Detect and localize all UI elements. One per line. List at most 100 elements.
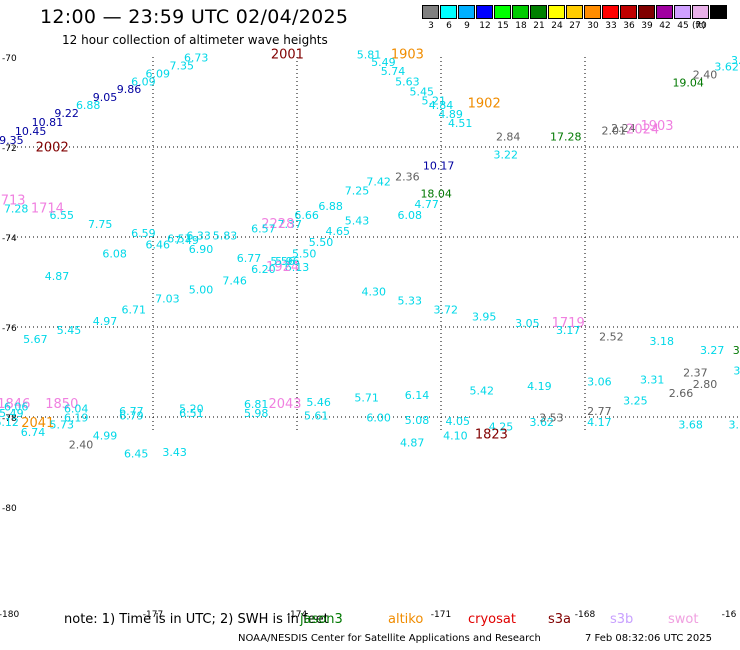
wave-height-label: 3.05	[515, 317, 540, 330]
wave-height-label: 3.68	[678, 418, 703, 431]
wave-height-label: 9.05	[93, 91, 118, 104]
wave-height-label: 6.77	[237, 252, 262, 265]
legend-bin-label: 24	[551, 21, 563, 31]
wave-height-label: 5.20	[179, 403, 204, 416]
legend-swatch	[566, 5, 583, 19]
satellite-label-s3b: s3b	[610, 612, 634, 627]
longitude-label: -174	[287, 610, 308, 620]
wave-height-label: 4.87	[45, 270, 70, 283]
wave-height-label: 1903	[391, 47, 424, 62]
satellite-label-swot: swot	[668, 612, 699, 627]
wave-height-label: 5.61	[304, 409, 329, 422]
wave-height-label: 6.51	[179, 407, 204, 420]
wave-height-label: 4.30	[362, 286, 387, 299]
wave-height-label: 1823	[475, 428, 508, 443]
wave-height-label: 3	[733, 344, 740, 357]
wave-height-label: 6.73	[184, 52, 209, 65]
wave-height-label: 7.03	[155, 292, 180, 305]
legend-swatch	[548, 5, 565, 19]
wave-height-label: 2228	[261, 217, 294, 232]
wave-height-label: 4.17	[587, 416, 612, 429]
legend-swatch	[494, 5, 511, 19]
wave-height-label: 3.43	[162, 446, 187, 459]
legend-bin-label: 9	[464, 21, 470, 31]
legend-swatch	[440, 5, 457, 19]
wave-height-label: 3.62	[530, 416, 555, 429]
legend-bin-label: 21	[533, 21, 545, 31]
wave-height-label: 1902	[468, 96, 501, 111]
latitude-label: -74	[2, 234, 17, 244]
wave-height-label: 5.50	[309, 236, 334, 249]
satellite-label-cryosat: cryosat	[468, 612, 516, 627]
wave-height-label: 9.35	[0, 134, 24, 147]
legend-bin-label: 27	[569, 21, 581, 31]
wave-height-label: 4.65	[326, 225, 351, 238]
wave-height-label: 4.87	[400, 436, 425, 449]
wave-height-label: 5.00	[189, 283, 214, 296]
wave-height-label: 6.08	[102, 247, 127, 260]
wave-height-label: 3.27	[700, 344, 725, 357]
footer-note: note: 1) Time is in UTC; 2) SWH is in fe…	[64, 612, 329, 627]
wave-height-label: 1719	[552, 316, 585, 331]
wave-height-label: 7.28	[4, 202, 29, 215]
satellite-label-jason3: jason3	[300, 612, 343, 627]
wave-height-label: 7.25	[345, 184, 370, 197]
legend-swatch	[458, 5, 475, 19]
wave-height-label: 4.89	[438, 108, 463, 121]
wave-height-label: 4.84	[429, 99, 454, 112]
wave-height-label: 3.18	[650, 335, 675, 348]
wave-height-label: 6.57	[251, 223, 276, 236]
wave-height-label: 1850	[45, 397, 78, 412]
wave-height-label: 2.40	[69, 439, 94, 452]
wave-height-label: 3.62	[714, 61, 739, 74]
legend-bin-label: 42	[659, 21, 671, 31]
wave-height-label: 6.90	[189, 243, 214, 256]
wave-height-label: 4.77	[414, 198, 439, 211]
credit-line: NOAA/NESDIS Center for Satellite Applica…	[238, 633, 541, 644]
wave-height-label: 7.42	[366, 175, 391, 188]
latitude-label: -76	[2, 324, 17, 334]
wave-height-label: 5.83	[213, 229, 238, 242]
wave-height-label: 2.37	[683, 367, 708, 380]
wave-height-label: 3.17	[556, 324, 581, 337]
wave-height-legend: 3 6 9 12 15 18 21 24 27 30 33 36 39 42 45 70 (ft)	[422, 5, 728, 31]
legend-swatch	[602, 5, 619, 19]
satellite-label-altiko: altiko	[388, 612, 424, 627]
legend-bin-label: 33	[605, 21, 617, 31]
wave-height-label: 1903	[640, 119, 673, 134]
wave-height-label: 2.80	[693, 378, 718, 391]
legend-bin-label: 45	[677, 21, 689, 31]
legend-swatch	[674, 5, 691, 19]
wave-height-label: 6.20	[251, 263, 276, 276]
legend-swatch	[422, 5, 439, 19]
wave-height-label: 4.10	[443, 430, 468, 443]
wave-height-label: 5.67	[23, 333, 48, 346]
wave-height-label: 6.09	[131, 75, 156, 88]
legend-unit: (ft)	[692, 21, 706, 31]
wave-height-label: 4.51	[448, 117, 473, 130]
wave-height-label: 3.22	[494, 148, 519, 161]
wave-height-label: 1714	[31, 201, 64, 216]
legend-swatch	[710, 5, 727, 19]
wave-height-label: 10.81	[32, 116, 64, 129]
legend-bin-label: 6	[446, 21, 452, 31]
wave-height-label: 2041	[21, 416, 54, 431]
wave-height-label: 2024	[626, 123, 659, 138]
wave-height-label: 5.71	[354, 391, 379, 404]
wave-height-label: 2.01	[602, 124, 627, 137]
legend-bin-label: 12	[479, 21, 491, 31]
latitude-label: -70	[2, 54, 17, 64]
wave-height-label: 3.	[729, 418, 740, 431]
wave-height-label: 6.00	[366, 412, 391, 425]
wave-height-label: 4.05	[446, 415, 471, 428]
map-subtitle: 12 hour collection of altimeter wave hei…	[62, 33, 328, 47]
wave-height-label: 2.77	[587, 405, 612, 418]
wave-height-label: 3.72	[434, 304, 459, 317]
wave-height-label: 6.19	[64, 412, 89, 425]
wave-height-label: 7.35	[170, 60, 195, 73]
legend-bin-label: 15	[497, 21, 509, 31]
legend-bin-label: 70	[695, 21, 707, 31]
wave-height-label: 6.13	[285, 261, 310, 274]
satellite-label-s3a: s3a	[548, 612, 572, 627]
